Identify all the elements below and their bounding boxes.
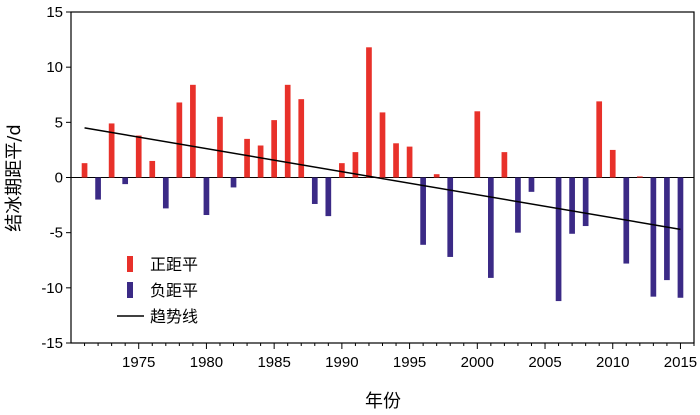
legend-swatch-positive: [127, 256, 133, 272]
bar-positive-1984: [257, 145, 264, 178]
legend: 正距平 负距平 趋势线: [117, 255, 198, 326]
legend-swatch-negative: [127, 282, 133, 298]
x-tick-label: 2010: [596, 354, 629, 371]
x-axis-title: 年份: [365, 391, 401, 412]
bar-positive-1992: [366, 47, 372, 178]
y-tick-label: -5: [50, 225, 63, 242]
bar-positive-1990: [339, 163, 345, 178]
bar-negative-2007: [569, 177, 575, 234]
bar-positive-2010: [609, 149, 616, 178]
y-tick-label: 5: [55, 114, 63, 131]
trend-line: [84, 127, 681, 231]
bar-negative-1982: [230, 177, 237, 188]
bar-positive-1991: [352, 152, 359, 178]
legend-label-trend: 趋势线: [150, 307, 198, 326]
bar-positive-1995: [406, 146, 413, 178]
legend-label-negative: 负距平: [150, 281, 198, 300]
bar-negative-1974: [122, 177, 129, 185]
bar-negative-1989: [325, 177, 332, 217]
legend-label-positive: 正距平: [150, 255, 198, 274]
x-tick-label: 1985: [257, 354, 290, 371]
bar-positive-1971: [81, 163, 88, 178]
bar-positive-1985: [271, 120, 277, 178]
bar-negative-2013: [650, 177, 657, 297]
bar-positive-1979: [190, 84, 196, 178]
bar-positive-2012: [636, 176, 643, 178]
x-axis: 1975 1980 1985 1990 1995 2000 2005 2010 2015: [84, 343, 697, 371]
y-tick-label: 0: [55, 170, 63, 187]
x-tick-label: 2000: [461, 354, 494, 371]
x-tick-label: 1980: [190, 354, 223, 371]
bar-negative-1988: [311, 177, 318, 204]
y-axis-title: 结冰期距平/d: [4, 124, 25, 232]
bar-positive-1973: [108, 123, 115, 178]
plot-area: [70, 11, 695, 344]
bar-positive-1994: [393, 143, 399, 178]
bar-positive-1983: [244, 138, 250, 178]
bar-negative-2014: [664, 177, 670, 281]
bar-positive-1986: [284, 84, 291, 178]
x-tick-label: 2015: [664, 354, 697, 371]
bar-positive-1976: [149, 160, 156, 178]
bar-negative-2015: [677, 177, 684, 298]
bar-negative-2004: [528, 177, 535, 192]
bar-positive-2009: [596, 101, 603, 178]
bar-negative-1998: [447, 177, 454, 257]
bar-positive-2002: [501, 152, 508, 178]
bar-positive-2000: [474, 111, 481, 178]
bar-positive-1978: [176, 102, 183, 178]
bar-positive-1993: [379, 112, 386, 178]
bar-negative-2008: [582, 177, 589, 227]
x-tick-label: 1990: [325, 354, 358, 371]
x-tick-label: 1995: [393, 354, 426, 371]
bar-negative-2006: [555, 177, 562, 302]
x-tick-label: 1975: [122, 354, 155, 371]
bar-positive-1987: [298, 99, 305, 178]
bar-negative-2003: [515, 177, 521, 233]
bars: [81, 47, 684, 302]
bar-negative-1996: [420, 177, 426, 245]
y-tick-label: -15: [41, 335, 63, 352]
bar-positive-1997: [433, 174, 440, 178]
bar-positive-1981: [217, 116, 223, 178]
y-tick-label: 10: [46, 59, 63, 76]
bar-negative-1977: [162, 177, 169, 209]
y-tick-label: -10: [41, 280, 63, 297]
bar-negative-2001: [488, 177, 494, 278]
bar-negative-1972: [95, 177, 101, 200]
y-tick-label: 15: [46, 4, 63, 21]
bar-negative-1980: [203, 177, 210, 216]
y-axis: -15 -10 -5 0 5 10 15: [41, 4, 71, 352]
x-tick-label: 2005: [528, 354, 561, 371]
bar-positive-1975: [135, 135, 142, 178]
